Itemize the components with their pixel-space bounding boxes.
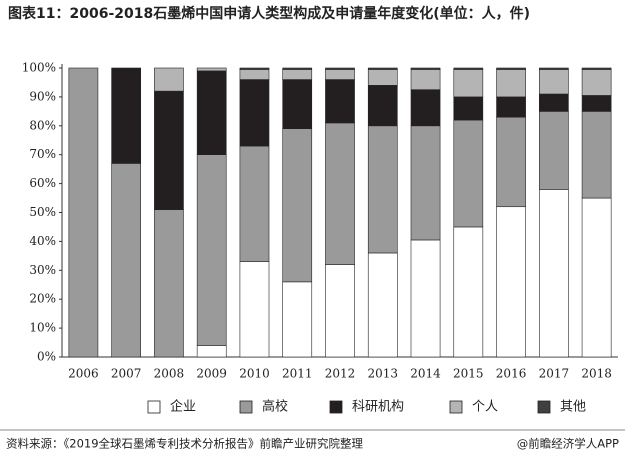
legend-swatch [147,400,161,414]
x-tick-label: 2016 [496,367,527,381]
x-tick-label: 2013 [367,367,398,381]
bar-segment [282,128,313,283]
bar-segment [325,264,355,358]
y-tick-label: 100% [22,61,56,75]
source: 资料来源：《2019全球石墨烯专利技术分析报告》前瞻产业研究院整理 [6,437,364,451]
legend-swatch [537,400,551,414]
brand: @前瞻经济学人APP [517,437,619,451]
bar-segment [453,226,484,358]
bar-segment [111,163,141,358]
bar-segment [496,67,526,70]
bar-segment [539,93,569,112]
bar-segment [196,70,227,155]
bar-segment [367,125,398,254]
bar-segment [410,89,441,127]
bar-segment [453,69,484,98]
x-tick-label: 2011 [282,367,313,381]
y-tick-label: 70% [29,147,56,161]
bar-segment [453,67,484,70]
legend-swatch [329,400,343,414]
bar-segment [410,67,441,70]
x-tick-label: 2007 [111,367,142,381]
bar-segment [581,95,612,112]
bar-segment [496,96,526,118]
bar-segment [367,67,398,70]
y-tick-label: 30% [29,263,56,277]
y-tick-label: 10% [29,321,56,335]
chart-title: 图表11：2006-2018石墨烯中国申请人类型构成及申请量年度变化(单位：人，… [8,5,530,22]
legend-swatch [449,400,463,414]
bar-segment [410,125,441,241]
bar-segment [325,69,355,80]
bar-segment [496,116,526,208]
legend-label: 个人 [472,400,498,415]
bar-segment [196,67,227,72]
legend-label: 高校 [262,399,288,415]
bar-segment [453,96,484,121]
bar-segment [539,67,569,70]
bar-segment [581,197,612,358]
bar-segment [282,79,313,129]
bar-segment [581,111,612,199]
bar-segment [68,67,99,358]
bar-segment [154,90,184,210]
bar-segment [496,206,526,358]
y-tick-label: 60% [29,176,56,190]
legend-label: 其他 [560,400,586,415]
bar-segment [410,239,441,358]
x-tick-label: 2012 [325,367,356,381]
bar-segment [239,67,270,70]
bar-segment [239,79,270,147]
bar-segment [581,69,612,96]
bar-segment [367,85,398,127]
bar-segment [239,261,270,358]
bar-segment [410,69,441,90]
bar-segment [496,69,526,98]
y-tick-label: 20% [29,292,56,306]
x-tick-label: 2017 [539,367,570,381]
x-tick-label: 2010 [239,367,270,381]
bar-segment [581,67,612,70]
x-tick-label: 2014 [410,367,441,381]
bar-segment [367,69,398,86]
bar-segment [239,69,270,80]
bar-segment [453,119,484,228]
legend-swatch [239,400,253,414]
y-tick-label: 80% [29,118,56,132]
bar-segment [282,69,313,80]
y-tick-label: 90% [29,89,56,103]
bar-segment [539,189,569,358]
y-tick-label: 50% [29,205,56,219]
bar-segment [367,252,398,358]
bar-segment [539,111,569,190]
legend-label: 科研机构 [352,400,404,415]
bar-segment [325,79,355,124]
bar-segment [154,67,184,92]
bar-segment [154,209,184,358]
bar-segment [239,145,270,262]
bar-segment [325,122,355,265]
bar-segment [282,67,313,70]
x-tick-label: 2015 [453,367,484,381]
bar-segment [111,67,141,164]
bar-segment [196,345,227,358]
y-tick-label: 40% [29,234,56,248]
legend-label: 企业 [170,399,196,415]
x-tick-label: 2009 [196,367,227,381]
y-tick-label: 0% [37,350,56,364]
bar-segment [282,281,313,358]
bar-segment [196,154,227,346]
bar-segment [325,67,355,70]
x-tick-label: 2008 [154,367,185,381]
x-tick-label: 2006 [68,367,99,381]
bar-segment [539,69,569,95]
x-tick-label: 2018 [581,367,612,381]
